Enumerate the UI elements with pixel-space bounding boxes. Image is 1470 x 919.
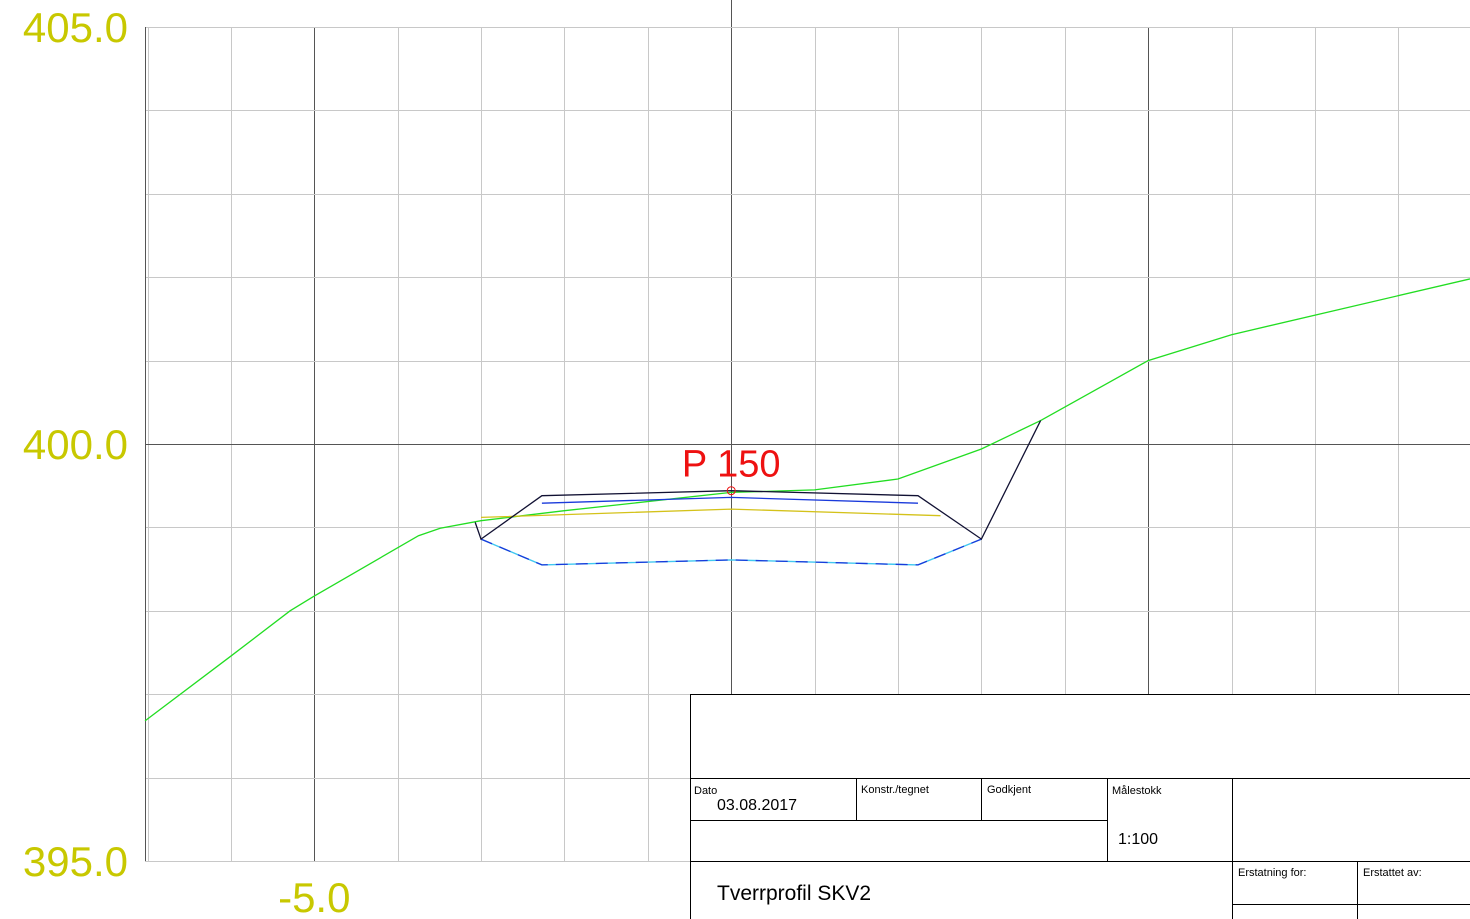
scale: 1:100 (1118, 831, 1158, 848)
field-label: Erstattet av: (1363, 867, 1422, 879)
field-label: Erstatning for: (1238, 867, 1306, 879)
station-label: P 150 (682, 444, 781, 486)
field-label: Godkjent (987, 784, 1031, 796)
date: 03.08.2017 (717, 797, 797, 814)
profile-line (144, 278, 1470, 722)
profile-line (480, 538, 982, 566)
profile-line (541, 496, 919, 504)
title-block-frame (690, 694, 1470, 919)
y-tick-label: 405.0 (23, 4, 128, 51)
field-label: Dato (694, 785, 717, 797)
title-block: Dato 03.08.2017 Konstr./tegnet Godkjent … (690, 694, 1470, 919)
station-marker (726, 486, 736, 496)
y-tick-label: 400.0 (23, 421, 128, 468)
field-label: Målestokk (1112, 785, 1162, 797)
x-tick-label: -5.0 (278, 874, 350, 919)
axis-labels: 395.0 400.0 405.0 -5.0 (23, 4, 351, 919)
profile-lines: P 150 (144, 278, 1470, 722)
field-label: Konstr./tegnet (861, 784, 929, 796)
y-tick-label: 395.0 (23, 838, 128, 885)
profile-line (474, 420, 1042, 541)
drawing-title: Tverrprofil SKV2 (717, 882, 871, 905)
profile-line (480, 508, 941, 519)
